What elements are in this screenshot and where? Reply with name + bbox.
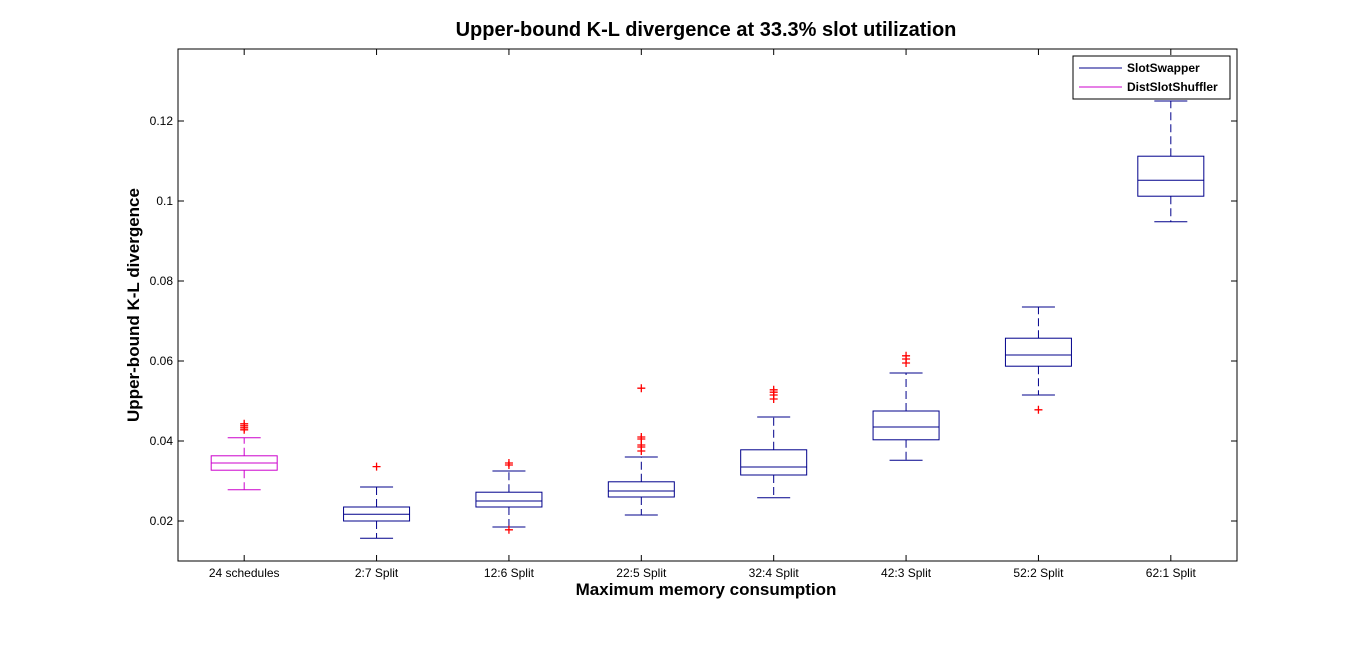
outlier-point <box>240 419 249 428</box>
box-iqr <box>475 491 543 508</box>
y-tick-label: 0.1 <box>156 194 173 208</box>
outlier-point <box>504 459 513 467</box>
box-iqr <box>740 449 808 476</box>
box-22-5-split <box>607 384 675 516</box>
box-iqr <box>607 481 675 498</box>
box-32-4-split <box>740 385 808 499</box>
x-tick-label: 12:6 Split <box>484 566 535 580</box>
box-series <box>210 100 1205 539</box>
box-52-2-split <box>1004 306 1072 414</box>
legend-box <box>1072 55 1231 100</box>
legend: SlotSwapper DistSlotShuffler <box>1072 55 1231 100</box>
box-42-3-split <box>872 351 940 461</box>
x-tick-label: 42:3 Split <box>881 566 932 580</box>
legend-label-slotswapper: SlotSwapper <box>1127 61 1200 75</box>
y-axis: 0.02 0.04 0.06 0.08 0.1 0.12 <box>150 114 1237 528</box>
box-iqr <box>1004 337 1072 367</box>
y-tick-label: 0.02 <box>150 514 174 528</box>
y-tick-label: 0.06 <box>150 354 174 368</box>
x-tick-label: 62:1 Split <box>1146 566 1197 580</box>
outlier-point <box>637 384 646 393</box>
y-axis-label: Upper-bound K-L divergence <box>124 188 143 422</box>
outlier-point <box>504 525 513 534</box>
y-tick-label: 0.08 <box>150 274 174 288</box>
x-tick-label: 32:4 Split <box>749 566 800 580</box>
box-iqr <box>872 410 940 441</box>
outlier-point <box>902 351 911 360</box>
x-axis: 24 schedules 2:7 Split 12:6 Split 22:5 Spli… <box>209 49 1197 580</box>
chart-title: Upper-bound K-L divergence at 33.3% slot… <box>456 19 957 41</box>
x-axis-label: Maximum memory consumption <box>576 580 837 599</box>
y-tick-label: 0.12 <box>150 114 174 128</box>
x-tick-label: 2:7 Split <box>355 566 399 580</box>
outlier-point <box>1034 405 1043 414</box>
plot-area <box>177 48 1238 562</box>
x-tick-label: 52:2 Split <box>1013 566 1064 580</box>
outlier-point <box>769 385 778 394</box>
box-2-7-split <box>343 462 411 539</box>
x-tick-label: 24 schedules <box>209 566 280 580</box>
outlier-point <box>372 462 381 471</box>
box-62-1-split <box>1137 100 1205 223</box>
y-tick-label: 0.04 <box>150 434 174 448</box>
outlier-point <box>637 433 646 441</box>
box-24-schedules <box>210 419 278 491</box>
box-iqr <box>1137 155 1205 197</box>
box-12-6-split <box>475 459 543 534</box>
legend-label-distslotshuffler: DistSlotShuffler <box>1127 80 1218 94</box>
x-tick-label: 22:5 Split <box>616 566 667 580</box>
